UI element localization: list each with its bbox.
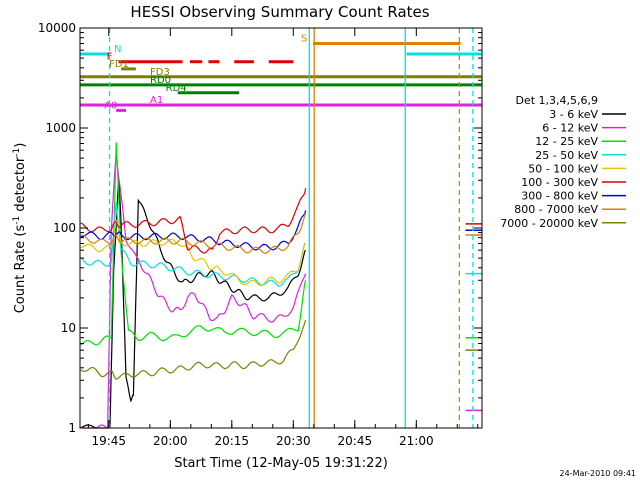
flag-label-rd4: RD4: [166, 83, 187, 94]
x-tick-label-19-45: 19:45: [91, 434, 126, 448]
x-tick-label-20-30: 20:30: [276, 434, 311, 448]
legend-label-50-100-kev: 50 - 100 keV: [528, 162, 598, 175]
y-tick-label-10: 10: [61, 321, 76, 335]
y-axis-label-mid: detector: [13, 156, 28, 216]
y-axis-ticks: 1 10 100 1000 10000: [38, 21, 482, 435]
legend-label-6-12-kev: 6 - 12 keV: [542, 122, 598, 135]
x-tick-label-20-15: 20:15: [214, 434, 249, 448]
series-line-12-25-kev: [80, 142, 307, 346]
legend-label-7000-20000-kev: 7000 - 20000 keV: [500, 217, 598, 230]
series-line-6-12-kev: [80, 152, 307, 429]
y-axis-label: Count Rate (s-1 detector-1): [12, 143, 28, 314]
flag-bars-layer: NSFFD1FD3RD0RD4A1A0: [80, 33, 482, 112]
x-axis-ticks: 19:45 20:00 20:15 20:30 20:45 21:00: [87, 28, 479, 448]
series-line-25-50-kev: [80, 202, 306, 287]
series-line-7000-20000-kev: [80, 319, 307, 380]
flag-label-a0: A0: [104, 100, 117, 111]
y-tick-label-10000: 10000: [38, 21, 76, 35]
y-axis-label-main: Count Rate (s: [13, 225, 28, 314]
footer-date: 24-Mar-2010 09:41: [560, 469, 637, 478]
y-tick-label-100: 100: [53, 221, 76, 235]
series-line-3-6-kev: [80, 177, 307, 429]
series-line-100-300-kev: [80, 188, 307, 254]
flag-label-fd3: FD3: [150, 67, 170, 78]
legend-label-3-6-kev: 3 - 6 keV: [549, 108, 598, 121]
legend-label-25-50-kev: 25 - 50 keV: [535, 149, 598, 162]
flag-label-rd0: RD0: [150, 75, 171, 86]
flag-label-a1: A1: [150, 95, 163, 106]
chart-title: HESSI Observing Summary Count Rates: [130, 3, 429, 21]
vertical-markers-layer: [108, 28, 474, 428]
series-line-800-7000-kev: [80, 213, 307, 254]
legend-label-12-25-kev: 12 - 25 keV: [535, 135, 598, 148]
x-tick-label-20-45: 20:45: [338, 434, 373, 448]
flag-label-n: N: [114, 44, 121, 55]
legend-title: Det 1,3,4,5,6,9: [515, 94, 598, 107]
x-tick-label-20-00: 20:00: [153, 434, 188, 448]
flag-label-fd1: FD1: [109, 59, 129, 70]
legend-label-100-300-kev: 100 - 300 keV: [521, 176, 598, 189]
legend-label-800-7000-kev: 800 - 7000 keV: [514, 203, 598, 216]
legend-label-300-800-kev: 300 - 800 keV: [521, 190, 598, 203]
y-tick-label-1: 1: [68, 421, 76, 435]
x-axis-label: Start Time (12-May-05 19:31:22): [174, 456, 388, 471]
y-tick-label-1000: 1000: [45, 121, 76, 135]
y-axis-label-sup2: -1: [12, 148, 22, 157]
x-tick-label-21-00: 21:00: [399, 434, 434, 448]
y-axis-label-end: ): [13, 143, 28, 148]
y-axis-label-sup1: -1: [12, 216, 22, 225]
flag-label-s: S: [301, 33, 307, 44]
